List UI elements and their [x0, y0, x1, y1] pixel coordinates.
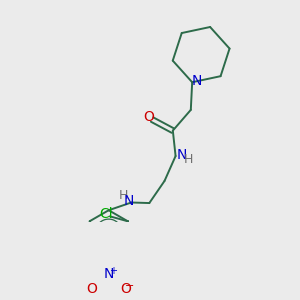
Text: O: O	[120, 282, 131, 296]
Text: +: +	[109, 266, 117, 275]
Text: N: N	[176, 148, 187, 163]
Text: H: H	[118, 189, 128, 202]
Text: N: N	[103, 267, 114, 281]
Text: O: O	[87, 282, 98, 296]
Text: N: N	[192, 74, 202, 88]
Text: H: H	[184, 153, 194, 166]
Text: Cl: Cl	[100, 207, 113, 221]
Text: −: −	[125, 281, 135, 291]
Text: O: O	[143, 110, 154, 124]
Text: N: N	[124, 194, 134, 208]
